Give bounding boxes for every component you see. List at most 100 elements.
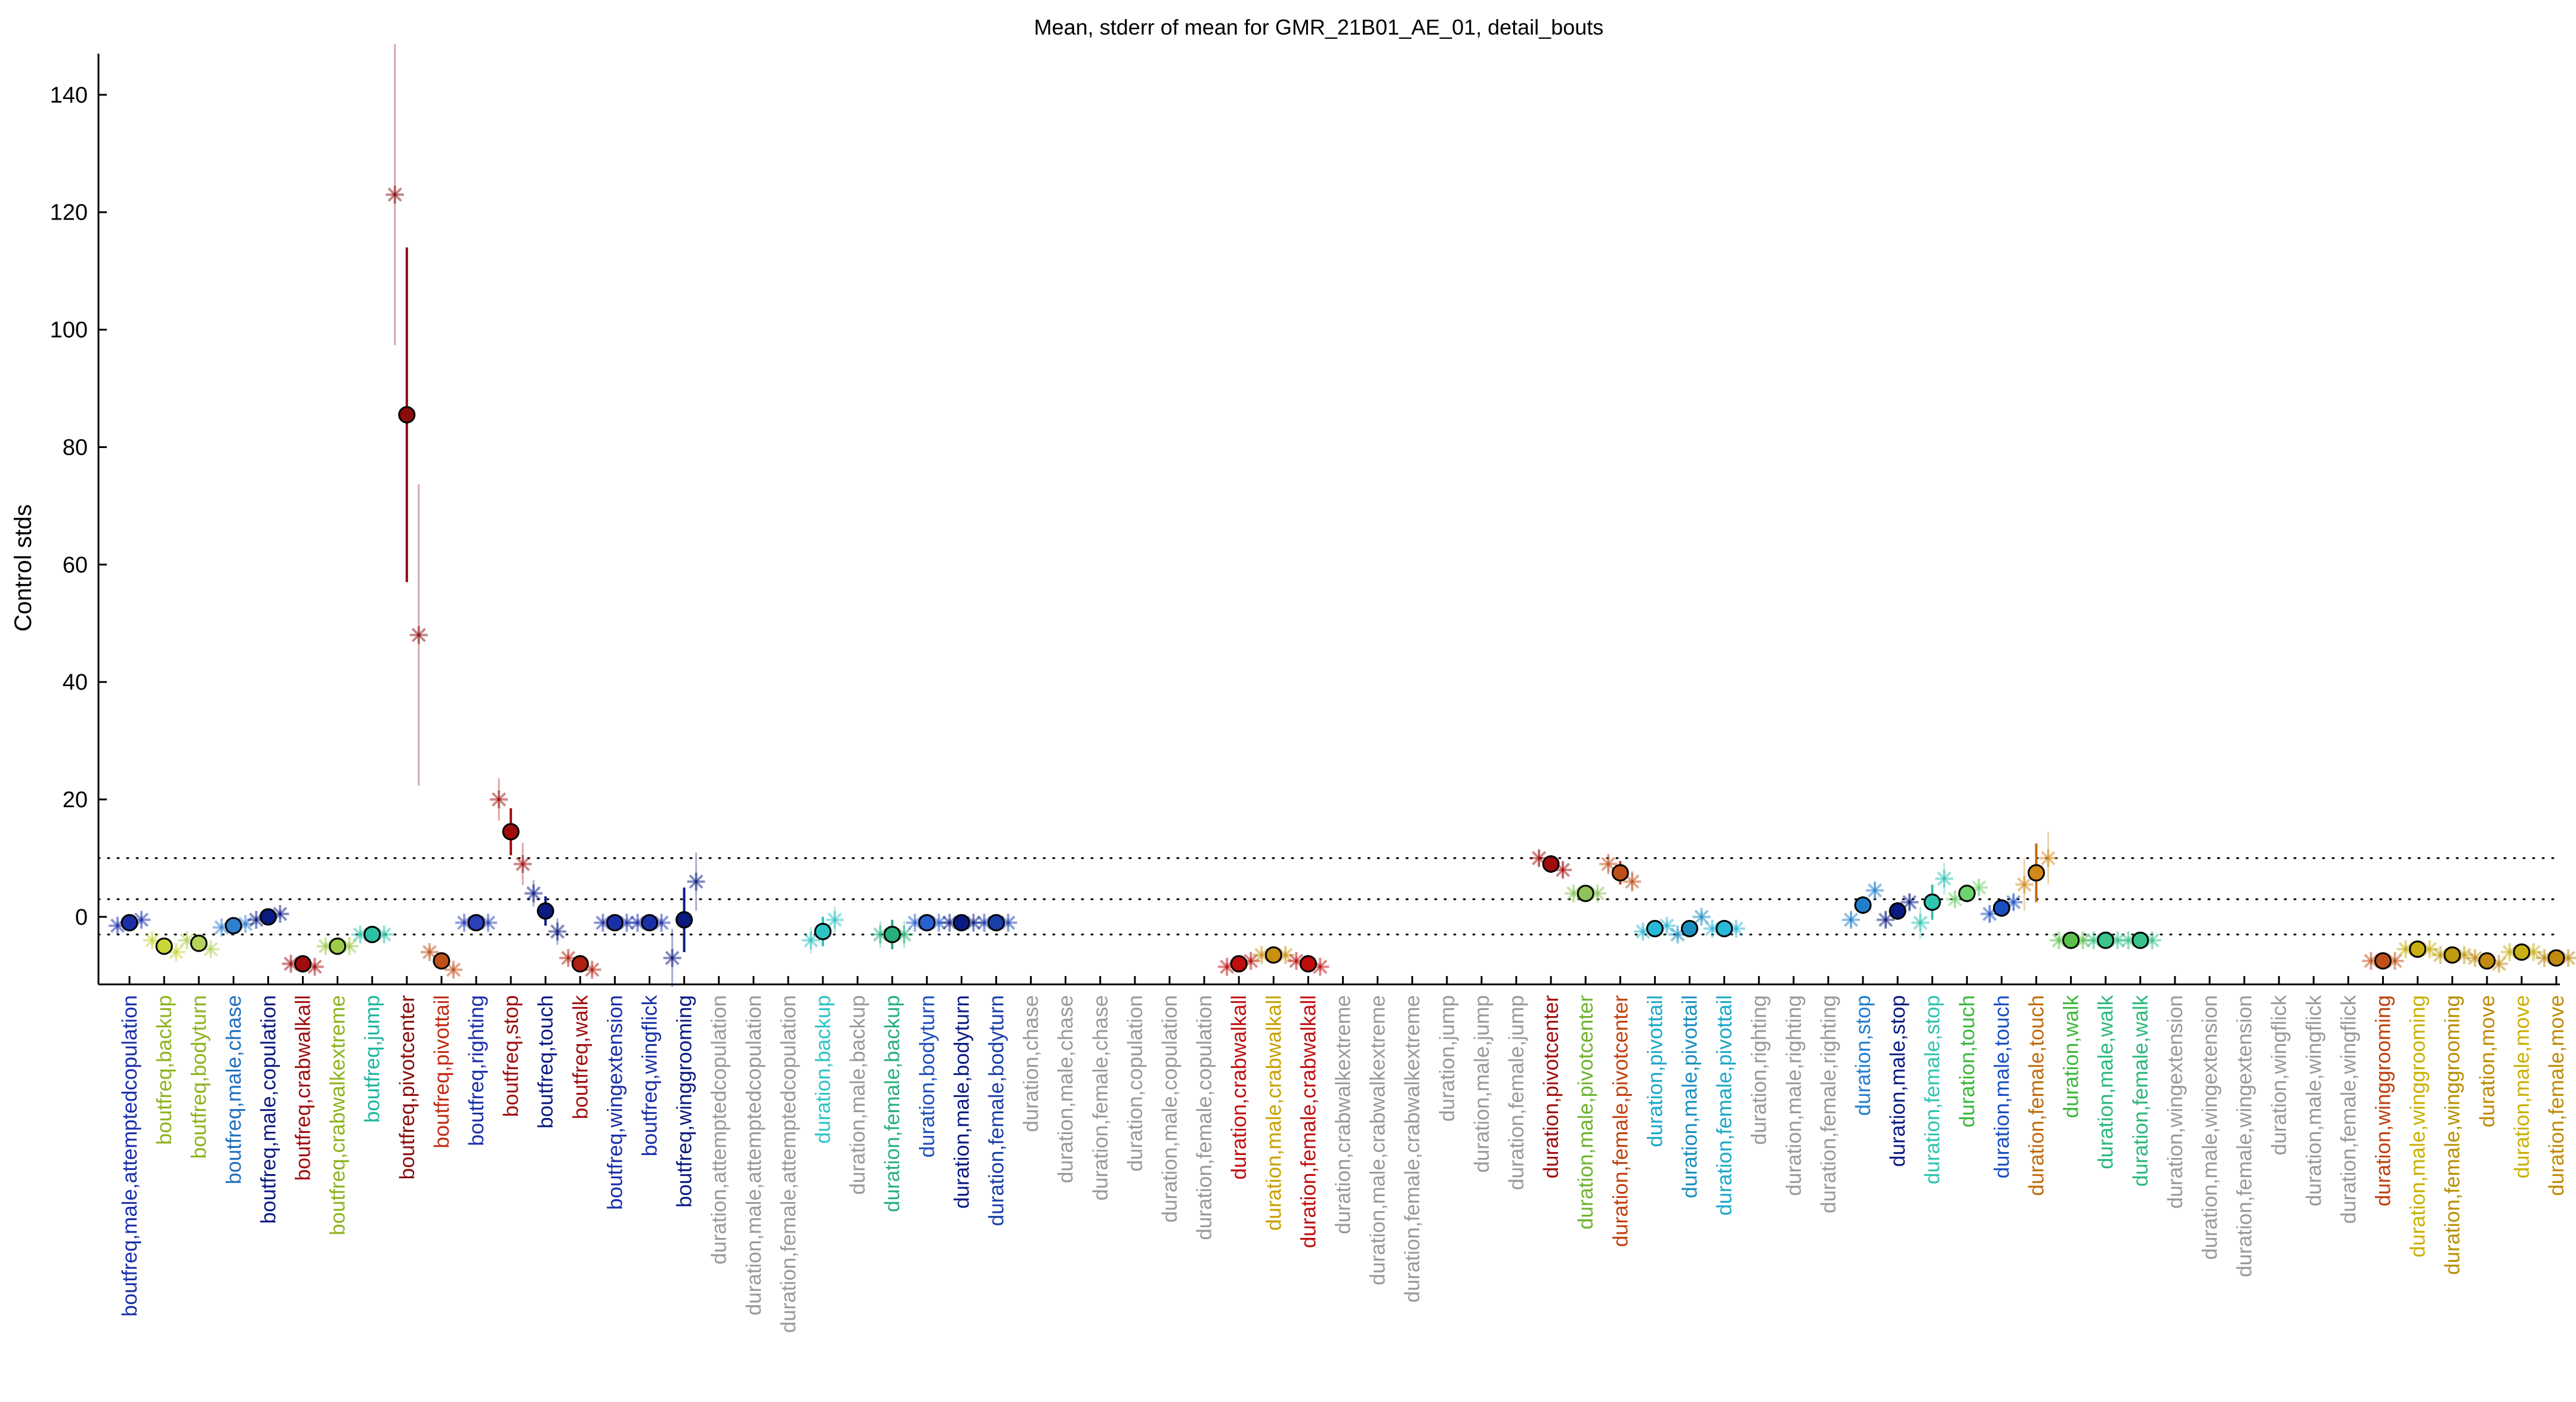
y-tick-label: 0 — [75, 905, 88, 930]
x-category-label: boutfreq,pivotcenter — [396, 995, 419, 1180]
star-stroke — [654, 915, 669, 930]
x-category-label: boutfreq,stop — [499, 995, 523, 1117]
star-stroke — [2075, 933, 2090, 948]
x-category-label: duration,pivottail — [1643, 995, 1667, 1147]
x-category-label: duration,bodyturn — [915, 995, 939, 1157]
x-category-label: duration,male,chase — [1054, 995, 1078, 1183]
star-stroke — [1705, 921, 1720, 936]
star-stroke — [1729, 921, 1744, 936]
x-category-label: duration,chase — [1020, 995, 1043, 1132]
x-category-label: boutfreq,jump — [361, 995, 384, 1123]
x-category-label: duration,female,righting — [1817, 995, 1840, 1213]
x-category-label: duration,move — [2476, 995, 2499, 1128]
star-stroke — [203, 941, 218, 956]
x-category-label: duration,male,crabwalkextreme — [1366, 995, 1390, 1285]
y-axis-label: Control stds — [10, 504, 36, 631]
star-stroke — [1694, 909, 1709, 924]
replicate-star — [490, 790, 508, 808]
replicate-star — [2015, 875, 2034, 894]
x-category-label: duration,winggrooming — [2372, 995, 2395, 1206]
mean-marker — [1681, 919, 1698, 937]
star-stroke — [2121, 933, 2136, 948]
y-tick-label: 140 — [50, 83, 88, 108]
x-category-label: duration,male,righting — [1782, 995, 1806, 1196]
replicate-star — [826, 910, 844, 929]
replicate-star — [1877, 910, 1895, 929]
mean-marker — [1889, 902, 1906, 920]
x-category-label: duration,male,touch — [1990, 995, 2013, 1178]
mean-marker — [155, 937, 173, 955]
x-category-label: boutfreq,wingextension — [603, 995, 627, 1210]
x-category-label: duration,female,winggrooming — [2441, 995, 2464, 1275]
star-stroke — [2110, 933, 2125, 948]
x-category-label: duration,male,stop — [1886, 995, 1909, 1167]
mean-marker — [988, 914, 1005, 932]
star-stroke — [585, 962, 600, 977]
x-category-label: duration,female,pivottail — [1713, 995, 1736, 1216]
star-stroke — [377, 927, 391, 942]
x-category-label: duration,backup — [812, 995, 835, 1144]
x-category-label: duration,female,touch — [2025, 995, 2049, 1196]
replicate-star — [525, 884, 543, 903]
y-tick-label: 80 — [63, 435, 88, 460]
star-stroke — [353, 927, 368, 942]
mean-marker — [1646, 919, 1664, 937]
star-stroke — [387, 187, 402, 202]
star-stroke — [2422, 941, 2437, 956]
star-stroke — [1278, 947, 1293, 962]
x-category-label: duration,jump — [1436, 995, 1459, 1122]
replicate-star — [1565, 884, 1583, 903]
x-category-label: boutfreq,crabwalkextreme — [326, 995, 350, 1236]
x-category-label: duration,male,jump — [1470, 995, 1494, 1173]
star-stroke — [526, 886, 541, 901]
x-category-label: duration,male,backup — [846, 995, 869, 1195]
star-stroke — [931, 915, 946, 930]
star-stroke — [2387, 953, 2402, 968]
star-stroke — [1867, 883, 1883, 898]
x-category-label: duration,male,wingextension — [2198, 995, 2222, 1260]
replicate-star — [906, 913, 924, 932]
x-category-label: duration,female,walk — [2129, 995, 2152, 1187]
x-category-label: duration,female,wingflick — [2337, 995, 2360, 1224]
star-stroke — [2145, 933, 2159, 948]
star-stroke — [180, 933, 195, 948]
star-stroke — [516, 857, 530, 872]
mean-marker — [1958, 884, 1976, 902]
x-axis — [98, 976, 2560, 986]
star-stroke — [2086, 933, 2101, 948]
replicate-star — [2039, 849, 2057, 867]
x-category-label: duration,walk — [2060, 995, 2083, 1119]
x-category-label: duration,male,copulation — [1158, 995, 1181, 1222]
star-stroke — [492, 792, 507, 807]
x-category-label: boutfreq,male,attemptedcopulation — [118, 995, 141, 1317]
x-category-label: duration,stop — [1852, 995, 1875, 1116]
star-stroke — [1313, 959, 1328, 974]
replicate-star — [178, 931, 196, 950]
x-category-label: duration,female,jump — [1505, 995, 1528, 1190]
x-category-label: duration,female,crabwalkextreme — [1401, 995, 1424, 1303]
star-stroke — [2491, 956, 2506, 971]
mean-marker — [467, 914, 485, 932]
star-stroke — [803, 933, 819, 948]
replicate-star — [687, 872, 705, 891]
mean-marker — [883, 925, 901, 943]
star-stroke — [1843, 912, 1859, 927]
star-stroke — [283, 956, 298, 971]
star-stroke — [977, 915, 992, 930]
x-category-label: boutfreq,bodyturn — [187, 995, 211, 1159]
mean-marker — [2547, 949, 2565, 967]
chart-title: Mean, stderr of mean for GMR_21B01_AE_01… — [1034, 15, 1604, 39]
y-tick-label: 40 — [63, 670, 88, 695]
mean-marker — [1299, 955, 1317, 973]
y-tick-label: 100 — [50, 318, 88, 343]
mean-marker — [1577, 884, 1594, 902]
x-category-label: duration,female,backup — [881, 995, 904, 1212]
x-category-label: duration,male,walk — [2094, 995, 2118, 1169]
x-category-label: boutfreq,pivottail — [430, 995, 454, 1148]
replicate-star — [375, 925, 393, 944]
x-category-label: duration,crabwalkextreme — [1332, 995, 1355, 1234]
star-stroke — [422, 944, 437, 959]
star-stroke — [1254, 947, 1269, 962]
x-category-label: duration,female,crabwalkall — [1297, 995, 1320, 1248]
replicate-star — [1901, 893, 1919, 912]
